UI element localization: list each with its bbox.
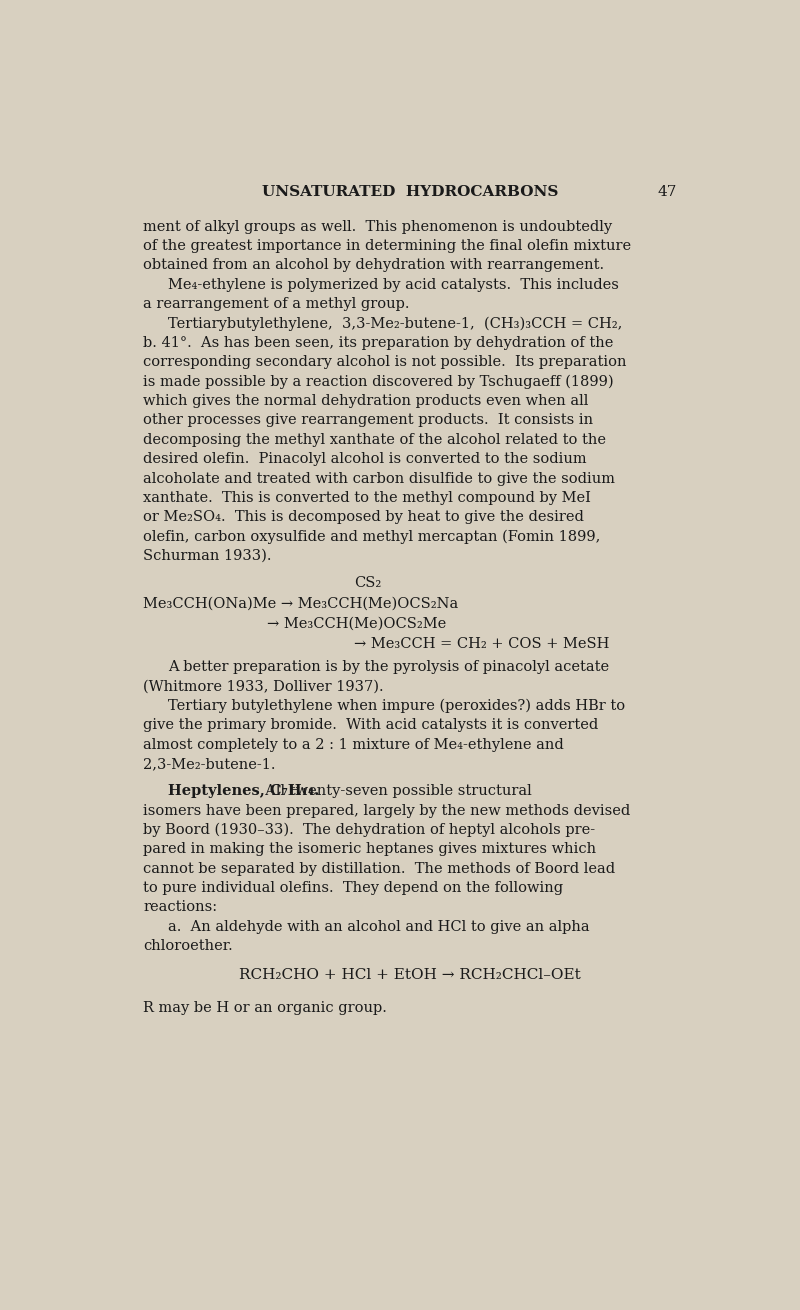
Text: olefin, carbon oxysulfide and methyl mercaptan (Fomin 1899,: olefin, carbon oxysulfide and methyl mer… bbox=[143, 529, 601, 544]
Text: give the primary bromide.  With acid catalysts it is converted: give the primary bromide. With acid cata… bbox=[143, 718, 598, 732]
Text: to pure individual olefins.  They depend on the following: to pure individual olefins. They depend … bbox=[143, 882, 563, 895]
Text: by Boord (1930–33).  The dehydration of heptyl alcohols pre-: by Boord (1930–33). The dehydration of h… bbox=[143, 823, 595, 837]
Text: corresponding secondary alcohol is not possible.  Its preparation: corresponding secondary alcohol is not p… bbox=[143, 355, 627, 369]
Text: decomposing the methyl xanthate of the alcohol related to the: decomposing the methyl xanthate of the a… bbox=[143, 432, 606, 447]
Text: obtained from an alcohol by dehydration with rearrangement.: obtained from an alcohol by dehydration … bbox=[143, 258, 605, 272]
Text: ment of alkyl groups as well.  This phenomenon is undoubtedly: ment of alkyl groups as well. This pheno… bbox=[143, 220, 613, 233]
Text: b. 41°.  As has been seen, its preparation by dehydration of the: b. 41°. As has been seen, its preparatio… bbox=[143, 335, 614, 350]
Text: Tertiarybutylethylene,  3,3-Me₂-butene-1,  (CH₃)₃CCH = CH₂,: Tertiarybutylethylene, 3,3-Me₂-butene-1,… bbox=[168, 317, 622, 331]
Text: Me₃CCH(ONa)Me → Me₃CCH(Me)OCS₂Na: Me₃CCH(ONa)Me → Me₃CCH(Me)OCS₂Na bbox=[143, 596, 458, 610]
Text: 2,3-Me₂-butene-1.: 2,3-Me₂-butene-1. bbox=[143, 757, 276, 772]
Text: isomers have been prepared, largely by the new methods devised: isomers have been prepared, largely by t… bbox=[143, 803, 630, 817]
Text: or Me₂SO₄.  This is decomposed by heat to give the desired: or Me₂SO₄. This is decomposed by heat to… bbox=[143, 510, 584, 524]
Text: alcoholate and treated with carbon disulfide to give the sodium: alcoholate and treated with carbon disul… bbox=[143, 472, 615, 486]
Text: almost completely to a 2 : 1 mixture of Me₄-ethylene and: almost completely to a 2 : 1 mixture of … bbox=[143, 738, 564, 752]
Text: Heptylenes, C₇H₁₄.: Heptylenes, C₇H₁₄. bbox=[168, 785, 319, 798]
Text: desired olefin.  Pinacolyl alcohol is converted to the sodium: desired olefin. Pinacolyl alcohol is con… bbox=[143, 452, 587, 466]
Text: cannot be separated by distillation.  The methods of Boord lead: cannot be separated by distillation. The… bbox=[143, 862, 615, 876]
Text: reactions:: reactions: bbox=[143, 900, 218, 914]
Text: a.  An aldehyde with an alcohol and HCl to give an alpha: a. An aldehyde with an alcohol and HCl t… bbox=[168, 920, 590, 934]
Text: (Whitmore 1933, Dolliver 1937).: (Whitmore 1933, Dolliver 1937). bbox=[143, 680, 384, 694]
Text: → Me₃CCH(Me)OCS₂Me: → Me₃CCH(Me)OCS₂Me bbox=[267, 617, 446, 630]
Text: other processes give rearrangement products.  It consists in: other processes give rearrangement produ… bbox=[143, 414, 594, 427]
Text: R may be H or an organic group.: R may be H or an organic group. bbox=[143, 1001, 387, 1015]
Text: a rearrangement of a methyl group.: a rearrangement of a methyl group. bbox=[143, 297, 410, 312]
Text: → Me₃CCH = CH₂ + COS + MeSH: → Me₃CCH = CH₂ + COS + MeSH bbox=[354, 637, 610, 651]
Text: pared in making the isomeric heptanes gives mixtures which: pared in making the isomeric heptanes gi… bbox=[143, 842, 597, 857]
Text: Tertiary butylethylene when impure (peroxides?) adds HBr to: Tertiary butylethylene when impure (pero… bbox=[168, 700, 626, 714]
Text: which gives the normal dehydration products even when all: which gives the normal dehydration produ… bbox=[143, 394, 589, 407]
Text: UNSATURATED  HYDROCARBONS: UNSATURATED HYDROCARBONS bbox=[262, 186, 558, 199]
Text: 47: 47 bbox=[658, 186, 677, 199]
Text: RCH₂CHO + HCl + EtOH → RCH₂CHCl–OEt: RCH₂CHO + HCl + EtOH → RCH₂CHCl–OEt bbox=[239, 968, 581, 982]
Text: of the greatest importance in determining the final olefin mixture: of the greatest importance in determinin… bbox=[143, 240, 631, 253]
Text: CS₂: CS₂ bbox=[354, 576, 382, 590]
Text: A better preparation is by the pyrolysis of pinacolyl acetate: A better preparation is by the pyrolysis… bbox=[168, 660, 610, 675]
Text: Me₄-ethylene is polymerized by acid catalysts.  This includes: Me₄-ethylene is polymerized by acid cata… bbox=[168, 278, 619, 292]
Text: xanthate.  This is converted to the methyl compound by MeI: xanthate. This is converted to the methy… bbox=[143, 491, 591, 504]
Text: All twenty-seven possible structural: All twenty-seven possible structural bbox=[256, 785, 532, 798]
Text: chloroether.: chloroether. bbox=[143, 939, 233, 954]
Text: Schurman 1933).: Schurman 1933). bbox=[143, 549, 272, 563]
Text: is made possible by a reaction discovered by Tschugaeff (1899): is made possible by a reaction discovere… bbox=[143, 375, 614, 389]
